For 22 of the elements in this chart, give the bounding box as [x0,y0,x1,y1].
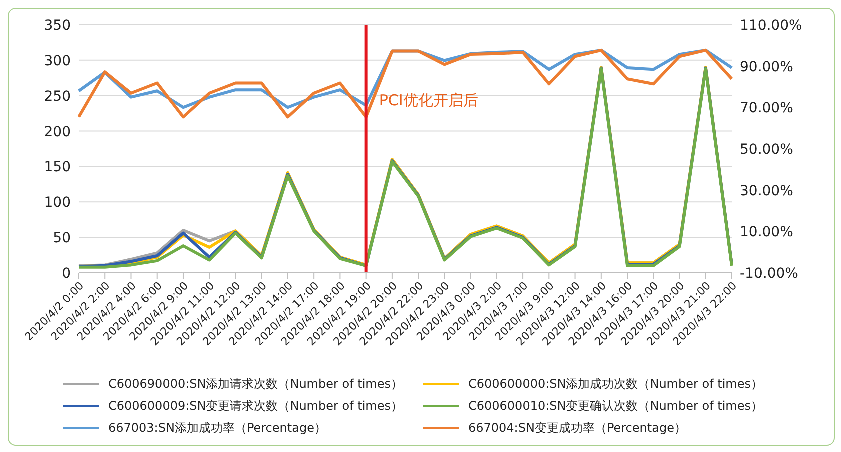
y-tick-label: 100 [44,195,71,212]
y-tick-label: 150 [44,160,71,176]
y-tick-label: 250 [44,88,71,105]
y-tick-label: 0 [62,266,71,282]
legend-label: C600600010:SN变更确认次数（Number of times） [468,398,763,414]
legend-label: 667003:SN添加成功率（Percentage） [108,420,326,436]
y2-tick-label: 50.00% [740,142,794,158]
y-tick-label: 200 [44,124,71,140]
y2-tick-label: 30.00% [740,183,794,200]
y-tick-label: 50 [53,230,71,247]
y2-tick-label: 110.00% [740,18,802,34]
y-tick-label: 350 [44,18,71,34]
y2-tick-label: -10.00% [740,266,798,282]
ref-line-label: PCI优化开启后 [379,92,478,110]
y-tick-label: 300 [44,53,71,70]
legend-label: C600600009:SN变更请求次数（Number of times） [108,398,403,414]
legend-label: C600600000:SN添加成功次数（Number of times） [468,376,763,392]
y2-tick-label: 90.00% [740,59,794,76]
y2-tick-label: 10.00% [740,224,794,241]
legend-label: 667004:SN变更成功率（Percentage） [468,420,686,436]
y2-tick-label: 70.00% [740,100,794,117]
legend-label: C600690000:SN添加请求次数（Number of times） [108,376,403,392]
